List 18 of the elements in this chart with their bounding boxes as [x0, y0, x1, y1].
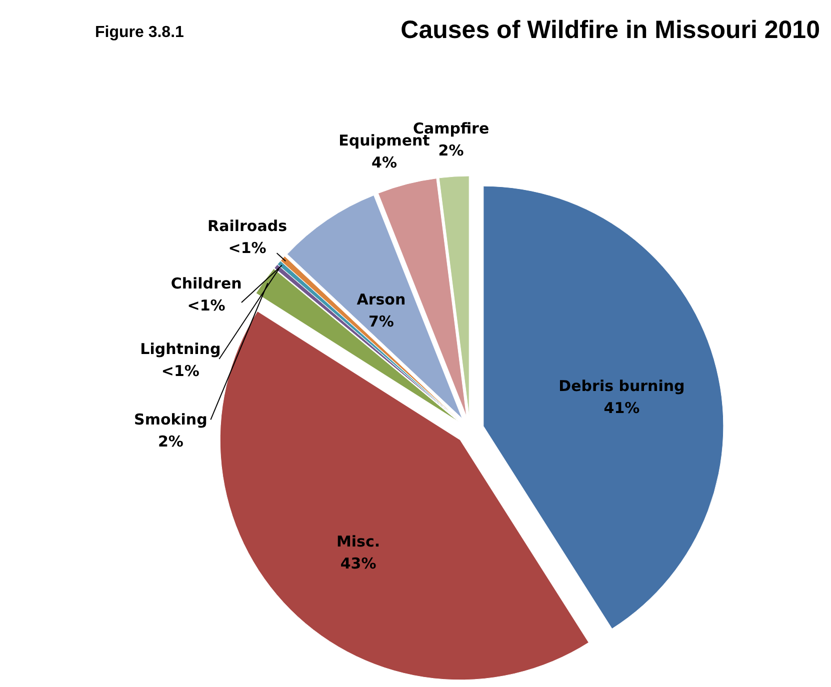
data-label: 7%	[368, 312, 394, 330]
chart-title: Causes of Wildfire in Missouri 2010	[400, 16, 820, 44]
slice-label: Debris burning	[558, 376, 685, 395]
slice-label: Smoking	[134, 410, 208, 428]
slice-label: Railroads	[208, 217, 288, 236]
slice-label: Children	[170, 274, 242, 292]
data-label: 2%	[158, 432, 184, 450]
data-label: 43%	[340, 554, 376, 573]
data-label: 2%	[438, 142, 464, 160]
data-label: <1%	[228, 239, 266, 258]
slice-label: Misc.	[336, 532, 380, 551]
data-label: <1%	[161, 362, 200, 380]
data-label: <1%	[187, 296, 226, 314]
data-label: 4%	[372, 153, 397, 172]
slice-label: Lightning	[140, 340, 221, 358]
caption: Figure 3.8.1	[95, 24, 184, 41]
slice-label: Arson	[356, 290, 406, 308]
data-label: 41%	[604, 398, 640, 417]
